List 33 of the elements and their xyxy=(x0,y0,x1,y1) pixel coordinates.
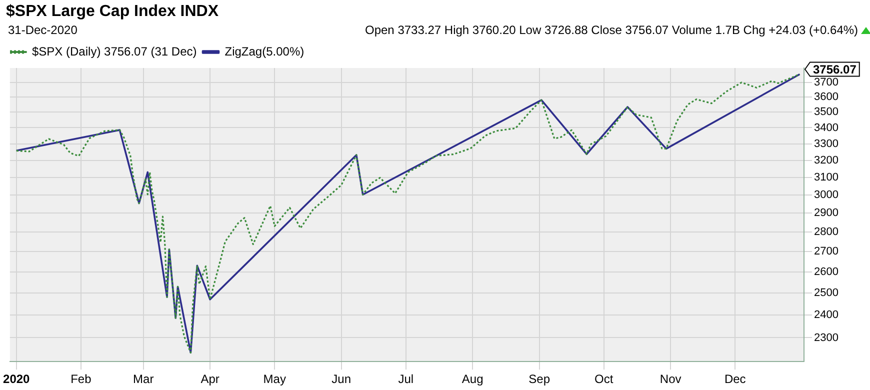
y-tick-label: 3200 xyxy=(814,154,838,166)
x-tick-label: Feb xyxy=(70,372,92,386)
x-tick-label: Sep xyxy=(528,372,550,386)
y-tick-label: 2500 xyxy=(814,286,838,299)
y-tick-label: 2300 xyxy=(814,332,838,344)
x-tick-label: Mar xyxy=(133,372,154,386)
legend-label: ZigZag(5.00%) xyxy=(224,44,304,58)
y-tick-label: 2400 xyxy=(814,308,838,321)
annotation: 3756.07 xyxy=(813,62,857,77)
y-tick-label: 2700 xyxy=(814,246,838,258)
y-tick-label: 3400 xyxy=(814,122,838,134)
x-tick-label: Aug xyxy=(462,372,484,386)
x-tick-label: Apr xyxy=(200,372,220,386)
x-tick-label: Oct xyxy=(594,372,614,386)
text: Open 3733.27 High 3760.20 Low 3726.88 Close 3756.07 Volume 1.7B Chg +24.03 (+0.64%) xyxy=(365,23,858,37)
y-tick-label: 3000 xyxy=(814,189,838,202)
x-tick-label: May xyxy=(263,372,286,386)
chart-title: $SPX Large Cap Index INDX xyxy=(6,3,219,21)
chart-subtitle: 31-Dec-2020 xyxy=(8,23,78,37)
x-tick-label: Jun xyxy=(332,372,352,386)
y-tick-label: 3700 xyxy=(814,76,838,88)
x-tick-label: Dec xyxy=(724,372,746,386)
y-tick-label: 2600 xyxy=(814,266,838,278)
x-tick-label: 2020 xyxy=(3,372,30,386)
y-tick-label: 3100 xyxy=(814,171,838,184)
x-tick-label: Nov xyxy=(660,372,682,386)
y-tick-label: 2900 xyxy=(814,207,838,220)
legend-label: $SPX (Daily) 3756.07 (31 Dec) xyxy=(32,44,197,58)
y-tick-label: 2800 xyxy=(814,226,838,238)
y-tick-label: 3500 xyxy=(814,106,838,118)
x-tick-label: Jul xyxy=(398,372,414,386)
y-tick-label: 3300 xyxy=(814,138,838,150)
y-tick-label: 3600 xyxy=(814,91,838,104)
